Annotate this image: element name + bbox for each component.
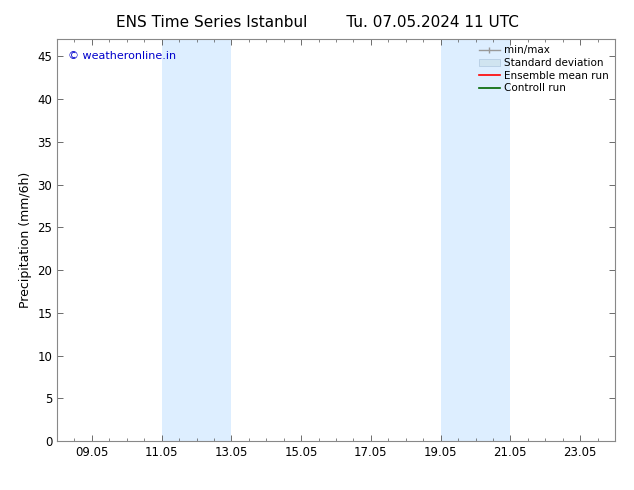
Text: © weatheronline.in: © weatheronline.in: [68, 51, 176, 61]
Text: ENS Time Series Istanbul        Tu. 07.05.2024 11 UTC: ENS Time Series Istanbul Tu. 07.05.2024 …: [115, 15, 519, 30]
Bar: [162, 39, 231, 441]
Y-axis label: Precipitation (mm/6h): Precipitation (mm/6h): [19, 172, 32, 308]
Bar: [441, 39, 510, 441]
Legend: min/max, Standard deviation, Ensemble mean run, Controll run: min/max, Standard deviation, Ensemble me…: [475, 41, 613, 98]
